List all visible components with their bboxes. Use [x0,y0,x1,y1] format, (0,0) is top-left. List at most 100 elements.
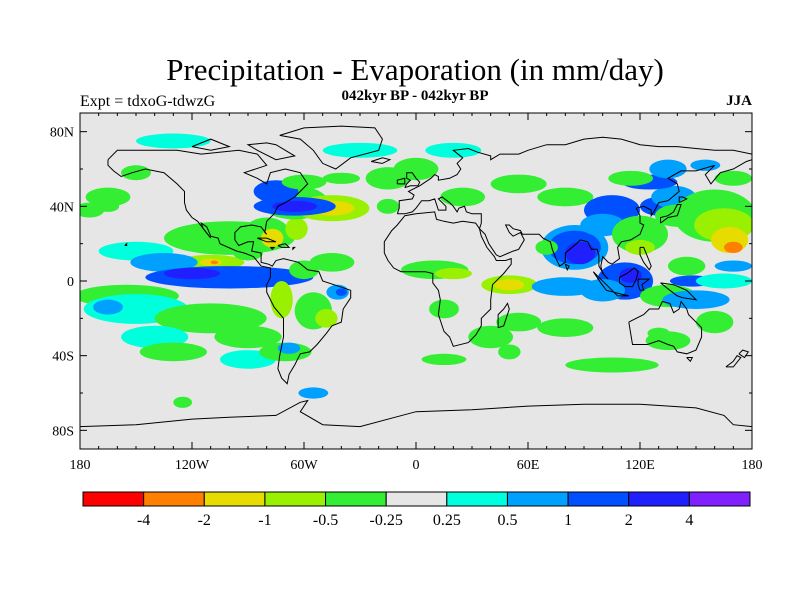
colorbar-swatch [688,491,751,507]
contour-region-41 [376,198,400,214]
experiment-period-subtitle: 042kyr BP - 042kyr BP [341,88,489,104]
season-label: JJA [726,93,752,109]
contour-region-20 [315,309,338,328]
coastline-28 [124,242,128,246]
contour-region-36 [85,187,131,207]
contour-region-12 [121,325,189,349]
coastline-16 [396,177,406,185]
contour-region-57 [498,344,521,360]
contour-region-51 [429,299,459,319]
contour-region-13 [139,342,207,362]
contour-region-39 [322,172,361,184]
contour-region-42 [322,142,398,158]
contour-region-24 [289,260,319,280]
x-tick-label: 180 [70,458,91,473]
colorbar-swatch [143,491,205,507]
colorbar-label: -4 [137,512,150,529]
contour-region-95 [96,200,120,212]
colorbar-label: 4 [685,512,693,529]
contour-region-59 [565,357,659,373]
contour-region-23 [309,253,355,272]
colorbar-label: -0.5 [313,512,338,529]
x-tick-label: 180 [742,458,763,473]
contour-region-17 [277,342,301,354]
coastline-25 [270,246,276,251]
coastline-3 [383,211,512,347]
x-tick-label: 0 [413,458,420,473]
y-tick-label: 80S [52,424,74,439]
colorbar-label: -0.25 [370,512,403,529]
x-tick-label: 60W [290,458,318,473]
colorbar-swatch [567,491,630,507]
contour-region-58 [537,318,594,337]
coastline-6 [686,357,694,363]
contour-region-67 [580,279,626,302]
contour-region-7 [164,267,220,280]
y-tick-label: 40S [52,350,74,365]
colorbar-swatch [325,491,387,507]
coastline-24 [277,243,291,248]
coastline-23 [257,237,277,243]
contour-region-35 [281,174,327,190]
contour-region-63 [535,239,558,255]
colorbar-swatch [385,491,448,507]
contour-region-79 [649,159,687,179]
coastline-15 [404,172,421,189]
colorbar-label: 0.5 [497,512,517,529]
colorbar-swatch [82,491,145,507]
experiment-label: Expt = tdxoG-tdwzG [80,93,216,110]
colorbar-swatch [506,491,569,507]
contour-region-54 [496,312,542,332]
contour-region-52 [468,325,514,349]
y-axis: 80N 40N 0 40S 80S [50,126,752,439]
x-tick-label: 120W [175,458,210,473]
x-axis: 180 120W 60W 0 60E 120E 180 [70,113,763,473]
coastline-0 [107,149,352,385]
y-tick-label: 40N [50,200,74,215]
x-tick-label: 60E [517,458,540,473]
contour-region-78 [608,170,654,186]
contour-region-88 [696,273,752,289]
contour-region-83 [724,241,743,253]
colorbar-swatch [264,491,327,507]
contour-region-22 [335,288,347,296]
contour-region-18 [270,281,293,319]
y-tick-label: 0 [67,275,74,290]
x-tick-label: 120E [625,458,655,473]
contour-region-69 [668,256,706,276]
coastline-19 [725,355,742,368]
coastline-10 [637,278,651,291]
contour-region-27 [285,217,308,240]
coastline-11 [660,282,698,301]
coastline-21 [246,142,297,161]
coastline-4 [497,302,510,329]
coastline-14 [678,196,688,204]
coastline-27 [564,263,570,272]
colorbar-label: -1 [258,512,271,529]
contour-region-91 [647,327,670,339]
colorbar-label: 2 [625,512,633,529]
colorbar-label: -2 [198,512,211,529]
colorbar: -4 -2 -1 -0.5 -0.25 0.25 0.5 1 2 4 [82,491,751,529]
coastline-22 [191,138,232,151]
contour-region-46 [440,187,486,207]
contour-region-11 [154,303,267,334]
contour-region-47 [490,174,547,194]
contour-region-5 [130,253,198,272]
contour-region-48 [537,187,594,207]
coastline-8 [613,291,629,297]
contour-region-62 [565,241,596,265]
coastline-20 [738,349,750,359]
contour-region-26 [261,228,284,248]
contour-region-53 [421,353,467,365]
colorbar-label: 1 [564,512,572,529]
page-title: Precipitation - Evaporation (in mm/day) [166,52,664,87]
contour-region-89 [696,310,734,334]
contour-region-50 [434,267,473,280]
colorbar-swatch [628,491,690,507]
contour-region-85 [690,159,721,171]
coastline-2 [396,136,752,280]
contour-region-3 [210,260,219,265]
coastline-9 [619,267,639,288]
